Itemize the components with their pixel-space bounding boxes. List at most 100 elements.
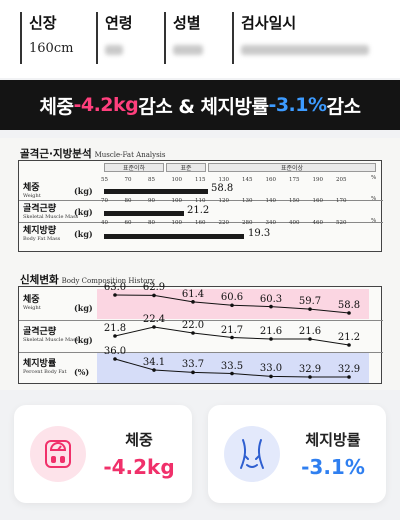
history-value-label: 21.8	[103, 323, 127, 334]
history-weight-unit: (kg)	[74, 303, 93, 313]
history-weight-label: 체중 Weight	[23, 295, 41, 311]
inbody-result-sheet: 골격근·지방분석 Muscle-Fat Analysis 표준이하 표준 표준이상…	[0, 138, 400, 390]
history-value-label: 21.6	[298, 326, 322, 337]
fat-history-band	[97, 353, 369, 383]
row-divider	[19, 320, 383, 321]
weight-card-value: -4.2kg	[103, 455, 175, 479]
history-point	[230, 371, 234, 376]
scale-tick-label: 115	[195, 177, 206, 183]
muscle-unit: (kg)	[74, 207, 93, 217]
age-value-blurred	[105, 45, 123, 55]
weight-unit: (kg)	[74, 186, 93, 196]
waist-icon	[224, 426, 280, 482]
weight-result-card: 체중 -4.2kg	[14, 405, 192, 503]
history-point	[113, 357, 117, 361]
row-divider	[19, 222, 383, 223]
range-below-standard: 표준이하	[104, 163, 164, 172]
weight-card-title: 체중	[125, 431, 153, 449]
history-point	[191, 331, 195, 335]
fat-bar-value: 19.3	[248, 228, 271, 239]
scale-tick-label: 220	[218, 220, 230, 226]
history-point	[269, 374, 273, 379]
history-value-label: 60.6	[220, 292, 244, 304]
history-value-label: 32.9	[337, 364, 361, 375]
muscle-row-label: 골격근량 Skeletal Muscle Mass	[23, 204, 79, 220]
scale-tick-label: 130	[242, 198, 253, 204]
scale-tick-label: 130	[218, 177, 230, 183]
weight-bar	[104, 189, 208, 194]
scale-tick-label: 110	[195, 198, 206, 204]
scale-tick-label: 120	[218, 198, 230, 204]
history-title-ko: 신체변화	[20, 274, 59, 286]
scale-tick-label: 90	[148, 198, 155, 204]
range-above-standard: 표준이상	[208, 163, 376, 172]
history-muscle-unit: (kg)	[74, 335, 93, 345]
range-standard: 표준	[166, 163, 206, 172]
weight-row-label: 체중 Weight	[23, 183, 41, 199]
history-value-label: 60.3	[259, 293, 283, 305]
scale-tick-label: 160	[312, 198, 324, 204]
muscle-fat-title-en: Muscle-Fat Analysis	[94, 151, 166, 159]
history-muscle-label: 골격근량 Skeletal Muscle Mass	[23, 327, 79, 343]
age-cell: 연령	[96, 12, 156, 64]
scale-tick-label: 150	[289, 198, 300, 204]
fat-bar	[104, 234, 244, 239]
muscle-fat-panel: 표준이하 표준 표준이상 체중 Weight (kg) 55 70 85 100 115 1…	[18, 160, 383, 252]
history-value-label: 34.1	[142, 357, 166, 369]
banner-weight-change: -4.2kg	[73, 94, 139, 116]
history-title-en: Body Composition History	[61, 277, 155, 285]
scale-tick-label: 460	[312, 220, 324, 226]
history-value-label: 21.7	[220, 324, 244, 336]
history-value-label: 36.0	[103, 346, 127, 357]
scale-tick-label: 160	[265, 177, 277, 183]
fat-row-label: 체지방량 Body Fat Mass	[23, 226, 61, 242]
scale-tick-label: 85	[148, 177, 155, 183]
history-value-label: 21.2	[337, 332, 361, 343]
history-fat-label: 체지방률 Percent Body Fat	[23, 359, 67, 375]
muscle-bar	[104, 211, 184, 216]
banner-text-mid: 감소 & 체지방률	[138, 95, 269, 118]
scale-tick-label: 100	[171, 177, 183, 183]
history-point	[191, 370, 195, 375]
history-value-label: 32.9	[298, 364, 322, 375]
scale-tick-label: 205	[336, 177, 347, 183]
history-point	[191, 300, 195, 304]
height-label: 신장	[29, 14, 57, 32]
muscle-fat-title: 골격근·지방분석 Muscle-Fat Analysis	[20, 146, 166, 161]
history-point	[347, 311, 351, 315]
history-point	[113, 293, 117, 297]
history-title: 신체변화 Body Composition History	[20, 272, 155, 287]
scale-tick-label: 100	[171, 198, 183, 204]
scale-tick-label: 55	[101, 177, 108, 183]
history-value-label: 59.7	[298, 296, 322, 308]
muscle-bar-value: 21.2	[187, 205, 210, 216]
scale-tick-label: 80	[124, 198, 132, 204]
scale-tick-label: 80	[148, 220, 155, 226]
history-fat-unit: (%)	[74, 367, 90, 377]
history-point	[230, 335, 234, 340]
scale-tick-label: 100	[171, 220, 183, 226]
age-label: 연령	[105, 14, 133, 32]
scale-tick-label: 340	[265, 220, 277, 226]
scale-tick-label: 280	[242, 220, 253, 226]
history-point	[230, 303, 234, 308]
history-value-label: 22.0	[181, 320, 205, 331]
history-value-label: 58.8	[337, 300, 361, 311]
height-value: 160cm	[29, 41, 74, 56]
history-point	[269, 304, 273, 309]
history-trend-lines	[113, 293, 351, 379]
history-value-label: 22.4	[142, 314, 166, 325]
exam-date-value-blurred	[241, 45, 369, 55]
history-point	[113, 334, 117, 338]
history-point	[308, 337, 312, 341]
history-point	[152, 325, 156, 329]
fat-result-card: 체지방률 -3.1%	[208, 405, 386, 503]
scale-tick-label: 70	[101, 198, 108, 204]
history-point	[152, 293, 156, 298]
patient-info-row: 신장 160cm 연령 성별 검사일시	[0, 0, 400, 78]
fat-card-title: 체지방률	[305, 431, 361, 449]
scale-tick-unit: %	[371, 175, 377, 181]
exam-date-cell: 검사일시	[232, 12, 382, 64]
history-value-label: 21.6	[259, 326, 283, 337]
scale-tick-label: 40	[101, 220, 108, 226]
